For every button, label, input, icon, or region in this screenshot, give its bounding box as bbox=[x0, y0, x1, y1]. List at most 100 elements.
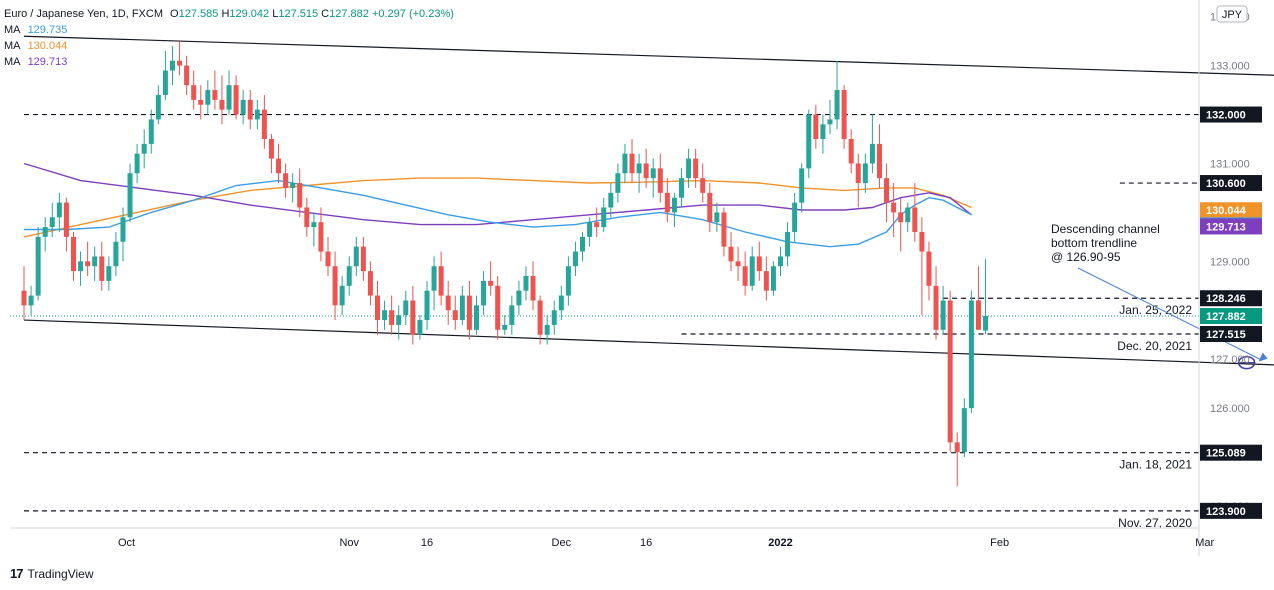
candle-body bbox=[141, 143, 147, 154]
candle-body bbox=[891, 202, 897, 213]
candle bbox=[848, 129, 854, 174]
candle bbox=[834, 60, 840, 130]
ma-value: 129.713 bbox=[27, 56, 68, 68]
candle-body bbox=[820, 124, 826, 140]
ma-price-tag bbox=[1200, 202, 1262, 219]
candle bbox=[311, 212, 317, 247]
level-price-tag bbox=[1200, 175, 1262, 192]
candle bbox=[177, 41, 183, 76]
candle-body bbox=[155, 94, 161, 120]
candle-body bbox=[481, 280, 487, 306]
candle bbox=[629, 139, 635, 184]
candle-body bbox=[70, 236, 76, 272]
ma-row-blue[interactable]: MA 129.735 bbox=[4, 22, 454, 38]
candle bbox=[827, 99, 833, 135]
candle bbox=[219, 75, 225, 125]
candle bbox=[820, 114, 826, 154]
candle-body bbox=[452, 310, 458, 321]
candle-body bbox=[134, 153, 140, 174]
candle bbox=[389, 295, 395, 335]
candle bbox=[134, 143, 140, 184]
candle bbox=[686, 148, 692, 188]
candle-body bbox=[975, 300, 981, 330]
candle-body bbox=[92, 256, 98, 267]
candle bbox=[261, 94, 267, 149]
candle-body bbox=[283, 173, 289, 188]
price-tick-label: 131.000 bbox=[1210, 158, 1250, 170]
candle bbox=[523, 266, 529, 301]
candle-body bbox=[770, 266, 776, 291]
candle-body bbox=[777, 256, 783, 267]
candle-body bbox=[99, 256, 105, 281]
level-price-tag bbox=[1200, 106, 1262, 123]
price-tick-label: 133.000 bbox=[1210, 61, 1250, 73]
candle-body bbox=[205, 90, 211, 105]
candle-body bbox=[339, 285, 345, 306]
candle bbox=[601, 197, 607, 232]
candle bbox=[721, 207, 727, 257]
level-price-tag bbox=[1200, 502, 1262, 519]
candle-body bbox=[912, 207, 918, 232]
candle bbox=[594, 207, 600, 237]
channel-trendline bbox=[23, 35, 1274, 76]
candle-body bbox=[841, 90, 847, 140]
candle-body bbox=[261, 109, 267, 140]
candle-body bbox=[35, 236, 41, 296]
candle bbox=[169, 46, 175, 86]
candle-body bbox=[56, 202, 62, 218]
candle-body bbox=[396, 315, 402, 325]
tradingview-wordmark: TradingView bbox=[27, 566, 94, 581]
candle-body bbox=[49, 217, 55, 228]
candle-body bbox=[346, 266, 352, 286]
candle-body bbox=[290, 183, 296, 188]
candle bbox=[226, 70, 232, 115]
ma-row-orange[interactable]: MA 130.044 bbox=[4, 38, 454, 54]
ma-row-purple[interactable]: MA 129.713 bbox=[4, 54, 454, 70]
candle bbox=[205, 80, 211, 115]
candle bbox=[622, 143, 628, 184]
candle bbox=[947, 290, 953, 453]
candle-body bbox=[120, 217, 126, 242]
candle bbox=[240, 90, 246, 125]
candle bbox=[891, 183, 897, 237]
candle-body bbox=[615, 173, 621, 193]
ma-price-label: 127.882 bbox=[1206, 311, 1246, 323]
candle bbox=[339, 276, 345, 316]
symbol-row: Euro / Japanese Yen, 1D, FXCM O127.585 H… bbox=[4, 6, 454, 22]
ma-orange-line bbox=[23, 177, 972, 238]
candle-body bbox=[792, 202, 798, 232]
candle bbox=[615, 163, 621, 203]
candle-body bbox=[629, 153, 635, 174]
currency-badge[interactable]: JPY bbox=[1216, 5, 1248, 23]
candle-body bbox=[78, 261, 84, 272]
candle-body bbox=[85, 261, 91, 267]
candle bbox=[728, 231, 734, 272]
tradingview-logo[interactable]: 17 TradingView bbox=[10, 566, 94, 581]
annotation-text-line: @ 126.90-95 bbox=[1051, 250, 1121, 264]
candle bbox=[919, 217, 925, 316]
candle bbox=[707, 183, 713, 232]
candle bbox=[671, 192, 677, 228]
candle-body bbox=[268, 139, 274, 159]
candle bbox=[770, 261, 776, 296]
candle bbox=[502, 315, 508, 335]
ma-price-tag bbox=[1200, 218, 1262, 235]
candle bbox=[558, 285, 564, 321]
candle-body bbox=[933, 285, 939, 330]
close-value: 127.882 bbox=[329, 8, 369, 20]
candle bbox=[884, 163, 890, 223]
candle bbox=[85, 241, 91, 277]
candle-body bbox=[728, 246, 734, 262]
candle bbox=[396, 305, 402, 340]
candle bbox=[283, 163, 289, 198]
level-price-label: 130.600 bbox=[1206, 178, 1246, 190]
candle bbox=[905, 202, 911, 232]
candle-body bbox=[191, 85, 197, 100]
candle bbox=[516, 280, 522, 316]
candle-body bbox=[700, 178, 706, 193]
candle-body bbox=[572, 251, 578, 267]
annotation-arrow-line bbox=[1077, 267, 1261, 361]
candle-body bbox=[664, 192, 670, 213]
time-tick-label: Dec bbox=[552, 537, 572, 549]
